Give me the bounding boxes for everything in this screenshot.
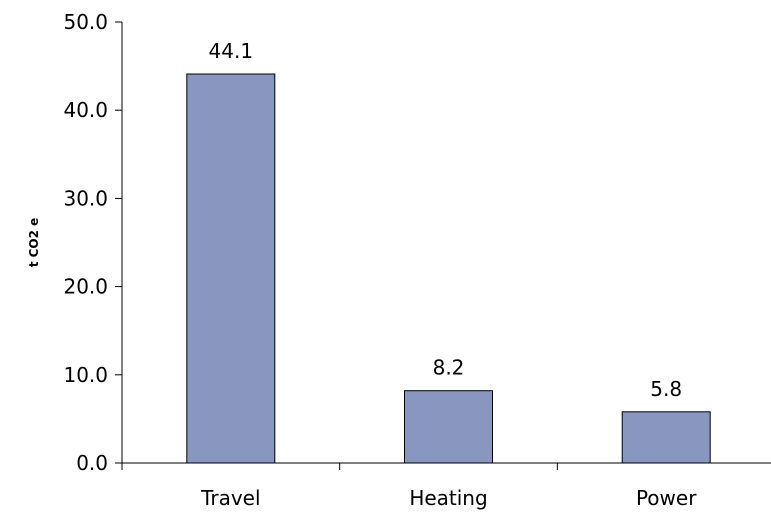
data-label-heating: 8.2 [433, 356, 465, 380]
x-tick-label-heating: Heating [409, 486, 487, 510]
y-tick-label: 10.0 [63, 363, 108, 387]
data-label-power: 5.8 [650, 377, 682, 401]
axes-layer [115, 21, 771, 470]
y-tick-label: 40.0 [63, 98, 108, 122]
labels-layer: 44.1 Travel 8.2 Heating 5.8 Power 0.0 10.0 20.0 3… [63, 10, 697, 510]
y-tick-label: 0.0 [76, 451, 108, 475]
y-axis-title-group: t CO2 e [27, 218, 41, 268]
y-tick-label: 20.0 [63, 275, 108, 299]
y-axis-title: t CO2 e [27, 218, 41, 268]
bar-power [621, 411, 711, 464]
y-tick-label: 50.0 [63, 10, 108, 34]
x-tick-label-power: Power [636, 486, 697, 510]
bar-heating [404, 390, 493, 464]
data-label-travel: 44.1 [209, 39, 254, 63]
bar-travel [186, 73, 276, 464]
bars-layer [186, 73, 711, 464]
x-tick-label-travel: Travel [200, 486, 260, 510]
y-tick-label: 30.0 [63, 186, 108, 210]
